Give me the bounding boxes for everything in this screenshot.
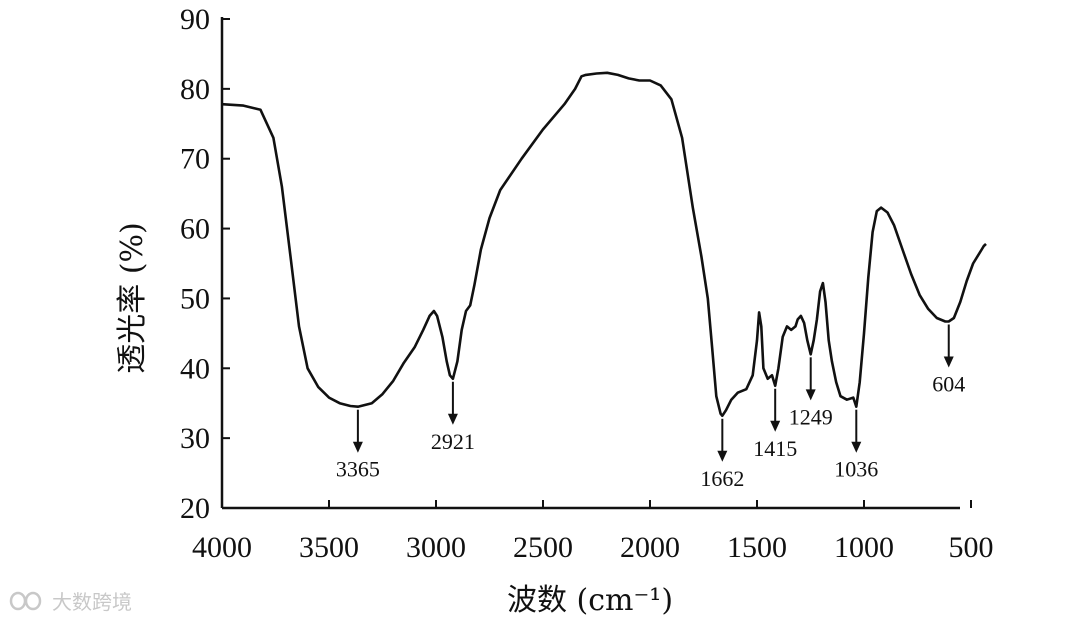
annotations: 3365 2921 1662 1415 1249 1036 604	[336, 324, 965, 491]
y-axis-title: 透光率 (%)	[115, 222, 150, 373]
annotation-label: 2921	[431, 429, 475, 454]
x-tick-label: 2000	[620, 531, 680, 564]
x-tick-label: 2500	[513, 531, 573, 564]
annotation-label: 604	[932, 371, 965, 396]
x-tick-label: 4000	[192, 531, 252, 564]
annotation-arrowhead	[352, 441, 363, 453]
ticks: 4000 3500 3000 2500 2000 1500 1000 500 20 30 40 50 6…	[180, 3, 994, 564]
annotation-arrowhead	[770, 420, 781, 432]
spectrum-line	[221, 71, 987, 418]
annotation-label: 1415	[753, 436, 797, 461]
annotation-label: 1249	[789, 404, 833, 429]
annotation-label: 3365	[336, 457, 380, 482]
x-tick-label: 1000	[834, 531, 894, 564]
x-tick-label: 3500	[299, 531, 359, 564]
annotation-label: 1662	[700, 466, 744, 491]
annotation-arrowhead	[447, 413, 458, 425]
y-tick-label: 60	[180, 213, 210, 246]
y-tick-label: 50	[180, 282, 210, 315]
annotation-arrowhead	[851, 441, 862, 453]
annotation-arrowhead	[943, 356, 954, 368]
y-tick-label: 20	[180, 492, 210, 525]
annotation-label: 1036	[834, 457, 878, 482]
watermark: 大数跨境	[9, 590, 132, 614]
x-tick-label: 3000	[406, 531, 466, 564]
x-tick-label: 1500	[727, 531, 787, 564]
x-tick-label: 500	[949, 531, 994, 564]
x-axis-title: 波数 (cm⁻¹)	[507, 583, 673, 618]
y-tick-label: 80	[180, 73, 210, 106]
infinity-watermark-icon	[9, 591, 42, 611]
series	[221, 71, 987, 418]
axes	[220, 17, 960, 510]
y-tick-label: 90	[180, 3, 210, 36]
y-tick-label: 40	[180, 352, 210, 385]
y-tick-label: 30	[180, 422, 210, 455]
annotation-arrowhead	[717, 450, 728, 462]
y-tick-label: 70	[180, 143, 210, 176]
annotation-arrowhead	[805, 389, 816, 401]
watermark-text: 大数跨境	[52, 590, 132, 614]
